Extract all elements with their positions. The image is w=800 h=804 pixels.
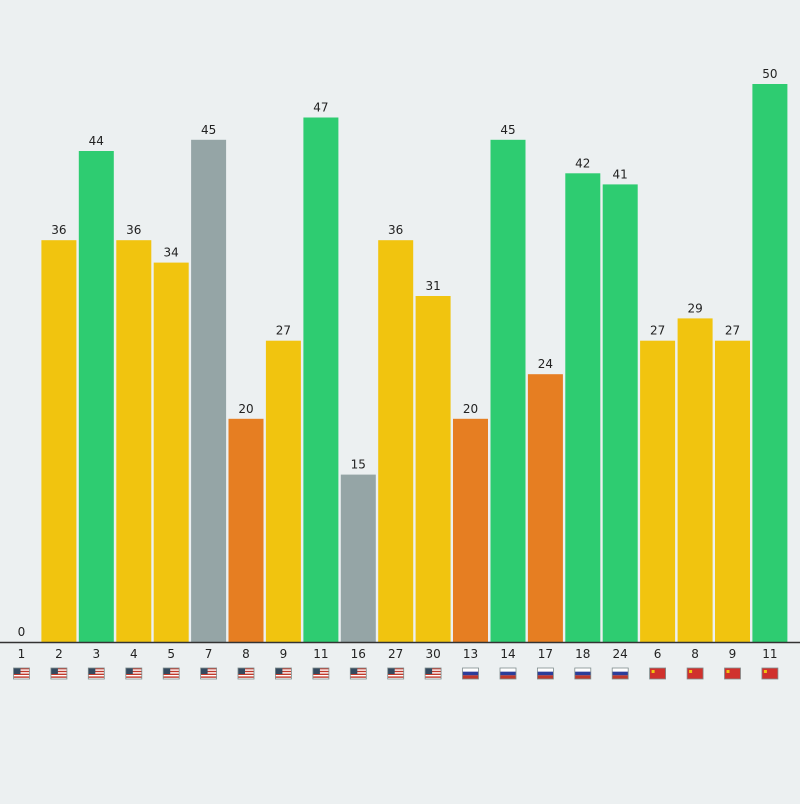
us-flag-icon	[424, 667, 442, 680]
bar	[640, 340, 676, 642]
data-label: 31	[425, 279, 440, 293]
data-label: 50	[762, 67, 777, 81]
bar	[527, 374, 563, 642]
x-tick-label: 2	[55, 647, 63, 661]
bar	[41, 240, 77, 642]
data-label: 47	[313, 101, 328, 115]
bar	[78, 151, 114, 642]
x-tick-label: 1	[18, 647, 26, 661]
us-flag-icon	[125, 667, 143, 680]
ru-flag-icon	[574, 667, 592, 680]
x-tick-label: 24	[613, 647, 628, 661]
ru-flag-icon	[462, 667, 479, 680]
bar	[265, 340, 301, 642]
data-label: 24	[538, 357, 553, 371]
data-label: 41	[613, 167, 628, 181]
x-tick-label: 9	[280, 647, 288, 661]
us-flag-icon	[200, 667, 218, 680]
data-label: 45	[201, 123, 216, 137]
x-tick-label: 9	[729, 647, 737, 661]
us-flag-icon	[13, 667, 30, 680]
data-label: 27	[725, 324, 740, 338]
data-label: 36	[388, 223, 403, 237]
bar	[378, 240, 414, 642]
us-flag-icon	[312, 667, 330, 680]
ru-flag-icon	[611, 667, 629, 680]
x-tick-label: 3	[92, 647, 100, 661]
data-label: 34	[164, 246, 179, 260]
x-tick-label: 7	[205, 647, 213, 661]
bar	[677, 318, 713, 642]
bar	[715, 340, 750, 642]
x-tick-label: 17	[538, 647, 553, 661]
x-tick-label: 18	[575, 647, 590, 661]
ru-flag-icon	[499, 667, 517, 680]
x-tick-label: 4	[130, 647, 138, 661]
bar	[453, 418, 488, 642]
data-label: 29	[687, 301, 702, 315]
cn-flag-icon	[724, 667, 741, 680]
bar	[602, 184, 638, 642]
bar	[303, 117, 339, 642]
x-tick-label: 27	[388, 647, 403, 661]
data-label: 36	[126, 223, 141, 237]
bar	[752, 84, 788, 642]
us-flag-icon	[237, 667, 255, 680]
us-flag-icon	[50, 667, 68, 680]
data-label: 42	[575, 156, 590, 170]
x-tick-label: 14	[500, 647, 515, 661]
data-label: 20	[238, 402, 253, 416]
data-label: 0	[18, 625, 26, 639]
cn-flag-icon	[649, 667, 666, 680]
bar	[191, 139, 227, 643]
us-flag-icon	[349, 667, 367, 680]
bar	[340, 474, 376, 642]
ru-flag-icon	[537, 667, 554, 680]
x-tick-label: 8	[242, 647, 250, 661]
bar	[116, 240, 152, 642]
x-tick-label: 11	[762, 647, 777, 661]
x-tick-label: 5	[167, 647, 175, 661]
data-label: 27	[650, 324, 665, 338]
us-flag-icon	[87, 667, 105, 680]
x-tick-label: 30	[425, 647, 440, 661]
data-label: 15	[351, 458, 366, 472]
bar	[228, 418, 264, 642]
bar	[565, 173, 601, 643]
us-flag-icon	[387, 667, 405, 680]
x-tick-label: 11	[313, 647, 328, 661]
us-flag-icon	[162, 667, 180, 680]
data-label: 45	[500, 123, 515, 137]
data-label: 44	[89, 134, 104, 148]
data-label: 27	[276, 324, 291, 338]
data-label: 36	[51, 223, 66, 237]
x-tick-label: 16	[351, 647, 366, 661]
data-label: 20	[463, 402, 478, 416]
bar	[415, 296, 451, 642]
us-flag-icon	[274, 667, 292, 680]
x-tick-label: 6	[654, 647, 662, 661]
x-tick-label: 8	[691, 647, 699, 661]
bar	[153, 262, 189, 642]
cn-flag-icon	[761, 667, 779, 680]
cn-flag-icon	[686, 667, 704, 680]
x-tick-label: 13	[463, 647, 478, 661]
bar	[490, 139, 526, 643]
